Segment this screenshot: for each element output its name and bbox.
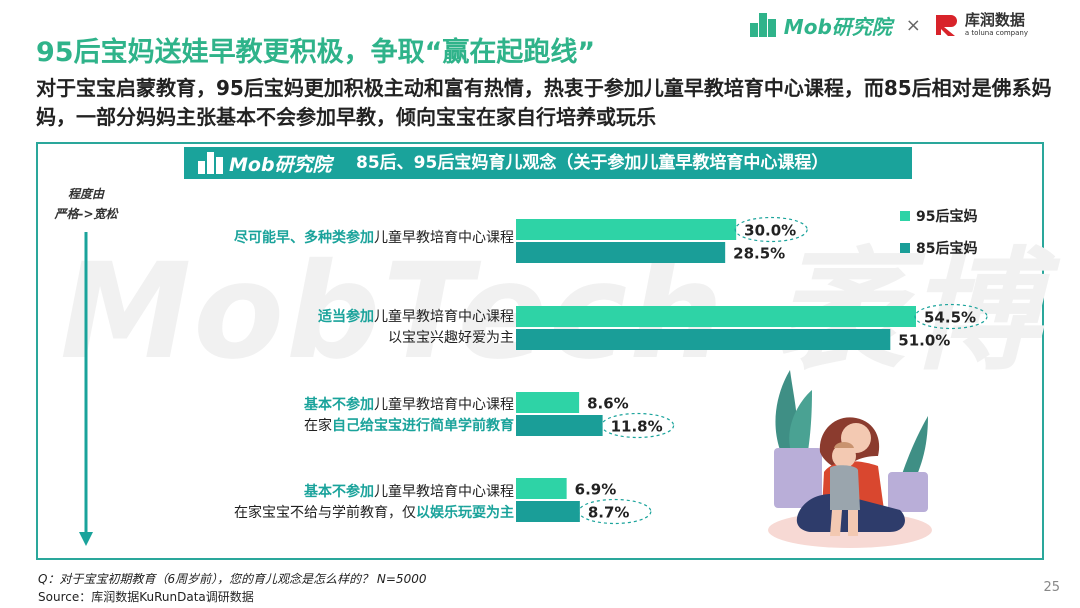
category-label-1: 尽可能早、多种类参加儿童早教培育中心课程: [234, 228, 514, 249]
highlight-ring: [601, 412, 675, 439]
category-label-highlight: 适当参加: [318, 309, 374, 325]
mother-baby-illustration: [768, 370, 932, 548]
value-label-95-cat4: 6.9%: [575, 481, 617, 499]
kurun-logo-cn: 库润数据: [964, 11, 1025, 29]
mob-logo-icon: [749, 13, 778, 37]
category-label-text: 儿童早教培育中心课程: [374, 484, 514, 500]
chart-header-bar: Mob研究院 85后、95后宝妈育儿观念（关于参加儿童早教培育中心课程）: [184, 147, 912, 179]
category-label-text: 以宝宝兴趣好爱为主: [388, 330, 514, 346]
legend-label-85: 85后宝妈: [916, 241, 978, 257]
chart-legend: 95后宝妈 85后宝妈: [900, 206, 977, 270]
bar-95-cat3: [516, 392, 580, 413]
category-label-text: 儿童早教培育中心课程: [374, 397, 514, 413]
source-note: Source：库润数据KuRunData调研数据: [38, 590, 254, 604]
panel-mob-logo-text: Mob研究院: [229, 153, 332, 176]
category-label-highlight: 尽可能早、多种类参加: [234, 230, 374, 246]
kurun-logo-icon: [935, 15, 957, 36]
highlight-ring: [734, 216, 808, 243]
chart-title: 85后、95后宝妈育儿观念（关于参加儿童早教培育中心课程）: [356, 153, 829, 173]
value-label-85-cat4: 8.7%: [588, 504, 630, 522]
header-logos: Mob研究院 × 库润数据 a toluna company: [749, 10, 1028, 40]
category-label-highlight: 以娱乐玩耍为主: [416, 505, 514, 521]
kurun-logo: 库润数据 a toluna company: [935, 12, 1028, 38]
bar-95-cat4: [516, 478, 567, 499]
category-label-text: 儿童早教培育中心课程: [374, 309, 514, 325]
mob-logo-text: Mob研究院: [783, 14, 892, 39]
bar-85-cat2: [516, 329, 891, 350]
highlight-ring: [578, 498, 652, 525]
bar-85-cat1: [516, 242, 726, 263]
degree-axis-arrow: [79, 532, 93, 546]
value-label-85-cat3: 11.8%: [611, 418, 663, 436]
value-label-95-cat2: 54.5%: [924, 309, 976, 327]
highlight-ring: [914, 303, 988, 330]
value-label-85-cat1: 28.5%: [733, 245, 785, 263]
degree-label-line1: 程度由: [67, 187, 104, 201]
category-label-highlight: 基本不参加: [304, 397, 374, 413]
page-subtitle: 对于宝宝启蒙教育，95后宝妈更加积极主动和富有热情，热衷于参加儿童早教培育中心课…: [36, 76, 1052, 129]
category-label-text: 儿童早教培育中心课程: [374, 230, 514, 246]
bar-95-cat2: [516, 306, 916, 327]
value-label-95-cat1: 30.0%: [744, 222, 796, 240]
panel-mob-logo-icon: [198, 152, 223, 174]
question-footnote: Q：对于宝宝初期教育（6周岁前），您的育儿观念是怎么样的？ N=5000: [38, 572, 427, 586]
page-number: 25: [1043, 580, 1060, 595]
page-title: 95后宝妈送娃早教更积极，争取“赢在起跑线”: [36, 37, 596, 68]
category-label-2: 适当参加儿童早教培育中心课程 以宝宝兴趣好爱为主: [318, 307, 514, 349]
chart-panel: [36, 142, 1044, 560]
degree-label-line2: 严格->宽松: [54, 207, 118, 221]
times-separator: ×: [905, 14, 921, 36]
category-label-text: 在家: [304, 418, 332, 434]
category-label-highlight: 基本不参加: [304, 484, 374, 500]
legend-swatch-85: [900, 243, 910, 253]
bar-85-cat4: [516, 501, 580, 522]
legend-swatch-95: [900, 211, 910, 221]
category-label-text: 在家宝宝不给与学前教育，仅: [234, 505, 416, 521]
panel-mob-logo: Mob研究院: [198, 150, 332, 177]
mob-logo: Mob研究院: [749, 11, 892, 40]
category-label-4: 基本不参加儿童早教培育中心课程 在家宝宝不给与学前教育，仅以娱乐玩耍为主: [234, 482, 514, 524]
category-label-highlight: 自己给宝宝进行简单学前教育: [332, 418, 514, 434]
legend-label-95: 95后宝妈: [916, 209, 978, 225]
category-label-3: 基本不参加儿童早教培育中心课程 在家自己给宝宝进行简单学前教育: [304, 395, 514, 437]
legend-item-85: 85后宝妈: [900, 238, 977, 258]
degree-axis-label: 程度由 严格->宽松: [48, 184, 124, 224]
value-label-85-cat2: 51.0%: [898, 332, 950, 350]
value-label-95-cat3: 8.6%: [587, 395, 629, 413]
legend-item-95: 95后宝妈: [900, 206, 977, 226]
kurun-logo-en: a toluna company: [964, 29, 1028, 37]
bar-85-cat3: [516, 415, 603, 436]
bar-95-cat1: [516, 219, 737, 240]
